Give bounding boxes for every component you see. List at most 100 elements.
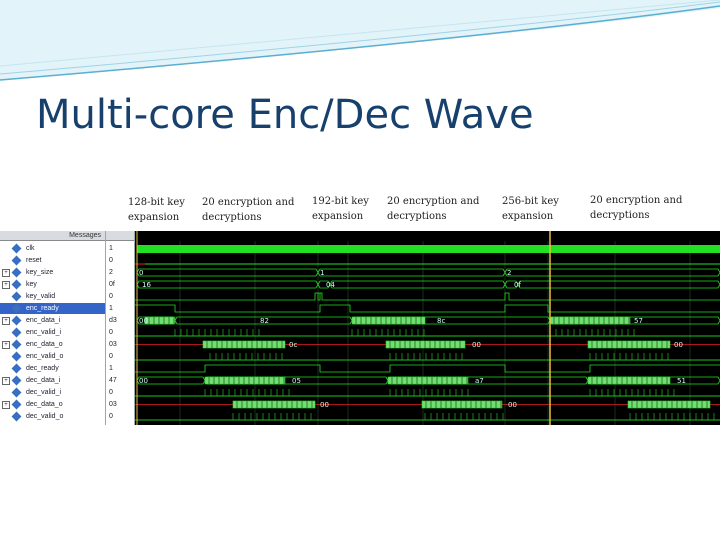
- expand-icon[interactable]: +: [2, 281, 10, 289]
- bus-value-label: 8c: [437, 317, 445, 325]
- key-size-trace: [136, 268, 319, 277]
- dec-data-o-burst: [232, 400, 316, 409]
- signal-name: key_size: [26, 269, 54, 276]
- signal-value: 03: [109, 401, 117, 408]
- bus-value-label: 05: [292, 377, 301, 385]
- signal-row-enc-data-o[interactable]: + enc_data_o: [0, 339, 105, 350]
- dec-data-o-burst: [627, 400, 711, 409]
- signal-value: 0f: [109, 281, 115, 288]
- enc-data-i-burst: [144, 316, 176, 325]
- bus-value-label: 00: [139, 317, 148, 325]
- signal-diamond-icon: [11, 375, 22, 386]
- dec-data-i-burst: [387, 376, 469, 385]
- signal-diamond-icon: [11, 279, 22, 290]
- signal-diamond-icon: [11, 387, 22, 398]
- signal-row-key-valid[interactable]: key_valid: [0, 291, 105, 302]
- value-header: [106, 231, 134, 241]
- expand-icon[interactable]: +: [2, 317, 10, 325]
- signal-row-dec-ready[interactable]: dec_ready: [0, 363, 105, 374]
- key-valid-trace: [135, 292, 720, 301]
- signal-diamond-icon: [11, 363, 22, 374]
- expand-icon[interactable]: +: [2, 269, 10, 277]
- bus-value-label: 00: [472, 341, 481, 349]
- waveform-viewer: Messages clk reset + key_size + key key_valid e…: [0, 231, 720, 425]
- signal-value: 03: [109, 341, 117, 348]
- enc-data-i-burst: [549, 316, 631, 325]
- signal-row-key[interactable]: + key: [0, 279, 105, 290]
- bus-value-label: 0: [139, 269, 143, 277]
- signal-value: 1: [109, 245, 113, 252]
- signal-row-enc-ready[interactable]: enc_ready: [0, 303, 105, 314]
- phase-label-encdec-3: 20 encryption and decryptions: [590, 195, 683, 221]
- signal-row-enc-data-i[interactable]: + enc_data_i: [0, 315, 105, 326]
- enc-data-o-burst: [587, 340, 671, 349]
- signal-name: dec_data_o: [26, 401, 63, 408]
- bus-value-label: 82: [260, 317, 269, 325]
- enc-data-i-burst: [351, 316, 426, 325]
- signal-diamond-icon: [11, 351, 22, 362]
- phase-label-128-key-expansion: 128-bit key expansion: [128, 197, 185, 223]
- signal-name: dec_data_i: [26, 377, 61, 384]
- signal-row-enc-valid-i[interactable]: enc_valid_i: [0, 327, 105, 338]
- signal-name: enc_valid_o: [26, 353, 64, 360]
- signal-value: 0: [109, 389, 113, 396]
- key-size-trace: [317, 268, 506, 277]
- signal-diamond-icon: [11, 327, 22, 338]
- signal-diamond-icon: [11, 315, 22, 326]
- signal-row-enc-valid-o[interactable]: enc_valid_o: [0, 351, 105, 362]
- enc-data-o-burst: [202, 340, 286, 349]
- signal-name: key_valid: [26, 293, 56, 300]
- bus-value-label: 57: [634, 317, 643, 325]
- signal-value: 0: [109, 329, 113, 336]
- signal-row-key-size[interactable]: + key_size: [0, 267, 105, 278]
- signal-name: enc_valid_i: [26, 329, 62, 336]
- bus-value-label: 16: [142, 281, 151, 289]
- signal-value: 0: [109, 257, 113, 264]
- bus-value-label: a7: [475, 377, 484, 385]
- bus-value-label: 00: [508, 401, 517, 409]
- signal-value: 47: [109, 377, 117, 384]
- signal-value: 1: [109, 305, 113, 312]
- signal-row-reset[interactable]: reset: [0, 255, 105, 266]
- phase-label-encdec-1: 20 encryption and decryptions: [202, 197, 295, 223]
- signal-value: 1: [109, 365, 113, 372]
- signal-diamond-icon: [11, 339, 22, 350]
- bus-value-label: 0f: [514, 281, 521, 289]
- expand-icon[interactable]: +: [2, 341, 10, 349]
- waveform-area[interactable]: 0 1 2 16 04 0f 00 82 8c 57 0c 00 00 00 05 a7 51 00 00: [135, 231, 720, 425]
- signal-diamond-icon: [11, 411, 22, 422]
- signal-value: d3: [109, 317, 117, 324]
- signal-diamond-icon: [11, 243, 22, 254]
- signal-value-pane: 1 0 2 0f 0 1 d3 0 03 0 1 47 0 03 0: [105, 231, 135, 425]
- signal-value: 0: [109, 293, 113, 300]
- key-trace: [136, 280, 319, 289]
- signal-name: reset: [26, 257, 42, 264]
- signal-name: enc_data_o: [26, 341, 63, 348]
- signal-diamond-icon: [11, 399, 22, 410]
- slide-header-decoration: [0, 0, 720, 81]
- signal-value: 2: [109, 269, 113, 276]
- bus-value-label: 00: [139, 377, 148, 385]
- signal-row-dec-valid-i[interactable]: dec_valid_i: [0, 387, 105, 398]
- bus-value-label: 51: [677, 377, 686, 385]
- signal-value: 0: [109, 413, 113, 420]
- expand-icon[interactable]: +: [2, 377, 10, 385]
- signal-row-dec-data-o[interactable]: + dec_data_o: [0, 399, 105, 410]
- bus-value-label: 2: [507, 269, 511, 277]
- signal-name: dec_ready: [26, 365, 59, 372]
- bus-value-label: 00: [674, 341, 683, 349]
- expand-icon[interactable]: +: [2, 401, 10, 409]
- bus-value-label: 04: [326, 281, 335, 289]
- clk-trace: [137, 245, 720, 253]
- phase-label-192-key-expansion: 192-bit key expansion: [312, 196, 369, 222]
- signal-row-dec-data-i[interactable]: + dec_data_i: [0, 375, 105, 386]
- dec-data-i-burst: [587, 376, 671, 385]
- bus-value-label: 1: [320, 269, 324, 277]
- signal-diamond-icon: [11, 267, 22, 278]
- signal-name: enc_ready: [26, 305, 59, 312]
- signal-row-clk[interactable]: clk: [0, 243, 105, 254]
- signal-name: dec_valid_i: [26, 389, 62, 396]
- key-trace: [329, 280, 506, 289]
- signal-name: key: [26, 281, 37, 288]
- signal-row-dec-valid-o[interactable]: dec_valid_o: [0, 411, 105, 422]
